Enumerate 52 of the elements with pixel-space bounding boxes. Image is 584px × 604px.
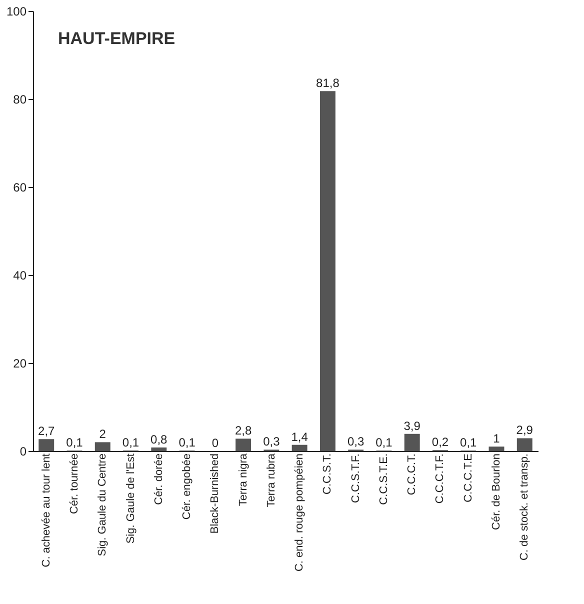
x-tick-label: Terra nigra (237, 452, 250, 506)
data-label: 81,8 (316, 76, 340, 90)
data-label: 0,3 (263, 434, 280, 449)
x-tick-label: Cér. dorée (152, 454, 165, 505)
bar (488, 446, 504, 451)
x-tick-label: Cér. tournée (68, 454, 80, 514)
data-label: 0,3 (347, 434, 364, 449)
data-label: 3,9 (404, 418, 421, 433)
data-label: 0,1 (66, 436, 84, 450)
y-tick-label: 80 (13, 92, 27, 106)
x-tick-label: Cér. de Bourlon (490, 454, 503, 530)
x-tick-label: C. de stock. et transp. (518, 454, 531, 560)
bar (94, 442, 110, 451)
y-tick-label: 100 (6, 4, 27, 18)
data-label: 0,2 (432, 435, 449, 450)
x-tick-label: Cér. engobée (181, 454, 194, 520)
x-tick-label: Sig. Gaule de l'Est (124, 454, 137, 544)
y-tick-label: 20 (13, 356, 27, 370)
data-label: 2,9 (516, 423, 534, 438)
data-label: 2,7 (38, 424, 56, 438)
bar (292, 444, 308, 451)
data-label: 1 (493, 432, 500, 446)
data-label: 0,1 (178, 436, 196, 450)
data-label: 0,8 (150, 432, 168, 446)
data-label: 2 (99, 427, 106, 442)
bar (38, 439, 54, 451)
y-tick-label: 40 (13, 268, 27, 282)
x-tick-label: C.C.C.T. (406, 454, 418, 496)
bar (320, 91, 336, 451)
x-tick-label: C.C.S.T.E. (378, 454, 390, 505)
data-label: 0,1 (376, 436, 393, 450)
x-tick-label: C.C.C.T.E (462, 454, 474, 502)
bar (516, 438, 532, 451)
bar (151, 447, 167, 451)
x-tick-label: C.C.S.T. (322, 454, 334, 494)
x-tick-label: Black-Burnished (209, 454, 222, 534)
x-tick-label: C.C.S.T.F. (350, 454, 362, 504)
x-tick-label: C.C.C.T.F. (434, 454, 446, 504)
data-label: 0 (212, 436, 219, 450)
y-tick-label: 0 (20, 444, 27, 458)
x-tick-label: C. end. rouge pompéien (294, 454, 306, 572)
data-label: 2,8 (234, 424, 252, 438)
y-tick-label: 60 (13, 180, 27, 194)
text: HAUT-EMPIRE (58, 29, 176, 48)
bar (236, 438, 252, 451)
x-tick-label: Sig. Gaule du Centre (96, 454, 109, 556)
data-label: 0,1 (460, 436, 478, 450)
x-tick-label: C. achevée au tour lent (40, 454, 52, 568)
data-label: 1,4 (291, 430, 308, 444)
x-tick-label: Terra rubra (265, 452, 278, 508)
data-label: 0,1 (122, 436, 140, 450)
bar (404, 434, 420, 451)
